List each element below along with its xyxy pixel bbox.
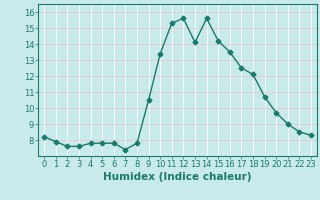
X-axis label: Humidex (Indice chaleur): Humidex (Indice chaleur) [103, 172, 252, 182]
